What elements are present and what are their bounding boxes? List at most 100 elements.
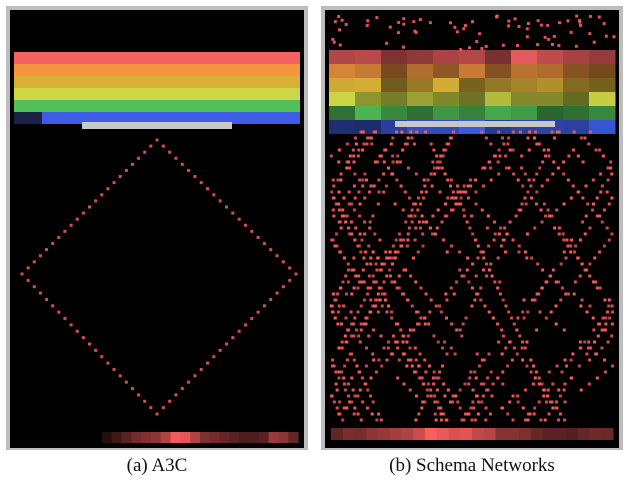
trajectory-dot — [331, 358, 335, 362]
trajectory-dot — [593, 340, 597, 344]
trajectory-dot — [337, 190, 341, 194]
trajectory-dot — [515, 44, 519, 48]
trajectory-dot — [384, 184, 388, 188]
panel-schema-networks — [321, 6, 623, 450]
trajectory-dot — [562, 328, 566, 332]
trajectory-dot — [365, 142, 369, 146]
trajectory-dot — [337, 15, 341, 19]
brick-cell — [589, 78, 616, 92]
trajectory-dot — [595, 214, 599, 218]
trajectory-dot — [512, 322, 516, 326]
trajectory-dot — [350, 376, 354, 380]
trajectory-dot — [605, 190, 609, 194]
trajectory-dot — [579, 388, 583, 392]
brick-cell — [589, 64, 616, 78]
paddle-heat-segment — [121, 432, 132, 443]
trajectory-dot — [566, 244, 570, 248]
trajectory-dot — [441, 154, 445, 158]
trajectory-dot — [449, 184, 453, 188]
trajectory-dot — [377, 286, 381, 290]
trajectory-dot — [51, 242, 55, 246]
trajectory-dot — [588, 32, 592, 36]
trajectory-dot — [611, 364, 615, 368]
trajectory-dot — [520, 202, 524, 206]
trajectory-dot — [425, 388, 429, 392]
trajectory-dot — [518, 130, 522, 134]
trajectory-dot — [464, 316, 468, 320]
trajectory-dot — [405, 364, 409, 368]
brick-cell — [381, 50, 408, 64]
trajectory-dot — [457, 202, 461, 206]
trajectory-dot — [375, 16, 379, 20]
trajectory-dot — [365, 406, 369, 410]
trajectory-dot — [594, 352, 598, 356]
trajectory-dot — [525, 340, 529, 344]
trajectory-dot — [526, 418, 530, 422]
trajectory-dot — [555, 400, 559, 404]
trajectory-dot — [423, 322, 427, 326]
trajectory-dot — [390, 262, 394, 266]
trajectory-dot — [417, 412, 421, 416]
trajectory-dot — [569, 250, 573, 254]
trajectory-dot — [547, 154, 551, 158]
trajectory-dot — [442, 412, 446, 416]
brick-cell — [511, 64, 538, 78]
trajectory-dot — [534, 130, 538, 134]
trajectory-dot — [593, 256, 597, 260]
trajectory-dot — [424, 292, 428, 296]
brick-cell — [537, 64, 564, 78]
trajectory-dot — [348, 154, 352, 158]
paddle-heat-segment — [589, 428, 602, 440]
trajectory-dot — [420, 190, 424, 194]
trajectory-dot — [343, 334, 347, 338]
trajectory-dot — [591, 316, 595, 320]
trajectory-dot — [359, 418, 363, 422]
trajectory-dot — [415, 130, 419, 134]
trajectory-dot — [587, 340, 591, 344]
trajectory-dot — [409, 358, 413, 362]
trajectory-dot — [484, 406, 488, 410]
trajectory-dot — [408, 388, 412, 392]
trajectory-dot — [558, 412, 562, 416]
trajectory-dot — [331, 208, 335, 212]
trajectory-dot — [336, 292, 340, 296]
paddle-heat-segment — [141, 432, 152, 443]
trajectory-dot — [193, 175, 197, 179]
trajectory-dot — [464, 412, 468, 416]
trajectory-dot — [521, 310, 525, 314]
trajectory-dot — [88, 342, 91, 346]
trajectory-dot — [390, 280, 394, 284]
trajectory-dot — [600, 346, 604, 350]
trajectory-dot — [501, 382, 505, 386]
trajectory-dot — [592, 328, 596, 332]
trajectory-dot — [423, 316, 427, 320]
paddle-heat-segment — [519, 428, 532, 440]
trajectory-dot — [410, 208, 414, 212]
trajectory-dot — [603, 358, 607, 362]
trajectory-dot — [413, 202, 417, 206]
trajectory-dot — [331, 238, 335, 242]
trajectory-dot — [419, 286, 423, 290]
paddle-heat-segment — [389, 428, 402, 440]
trajectory-dot — [431, 214, 435, 218]
trajectory-dot — [444, 292, 448, 296]
trajectory-dot — [520, 154, 524, 158]
trajectory-dot — [379, 286, 383, 290]
trajectory-dot — [577, 364, 581, 368]
trajectory-dot — [602, 328, 606, 332]
trajectory-dot — [491, 316, 495, 320]
trajectory-dot — [484, 44, 488, 48]
trajectory-dot — [450, 244, 454, 248]
trajectory-dot — [345, 292, 349, 296]
trajectory-dot — [603, 370, 607, 374]
trajectory-dot — [452, 292, 456, 296]
trajectory-dot — [353, 136, 357, 140]
trajectory-dot — [348, 166, 352, 170]
trajectory-dot — [353, 394, 357, 398]
trajectory-dot — [371, 352, 375, 356]
trajectory-dot — [526, 21, 530, 25]
trajectory-dot — [352, 256, 356, 260]
trajectory-dot — [562, 388, 566, 392]
trajectory-dot — [376, 292, 380, 296]
trajectory-dot — [465, 268, 469, 272]
